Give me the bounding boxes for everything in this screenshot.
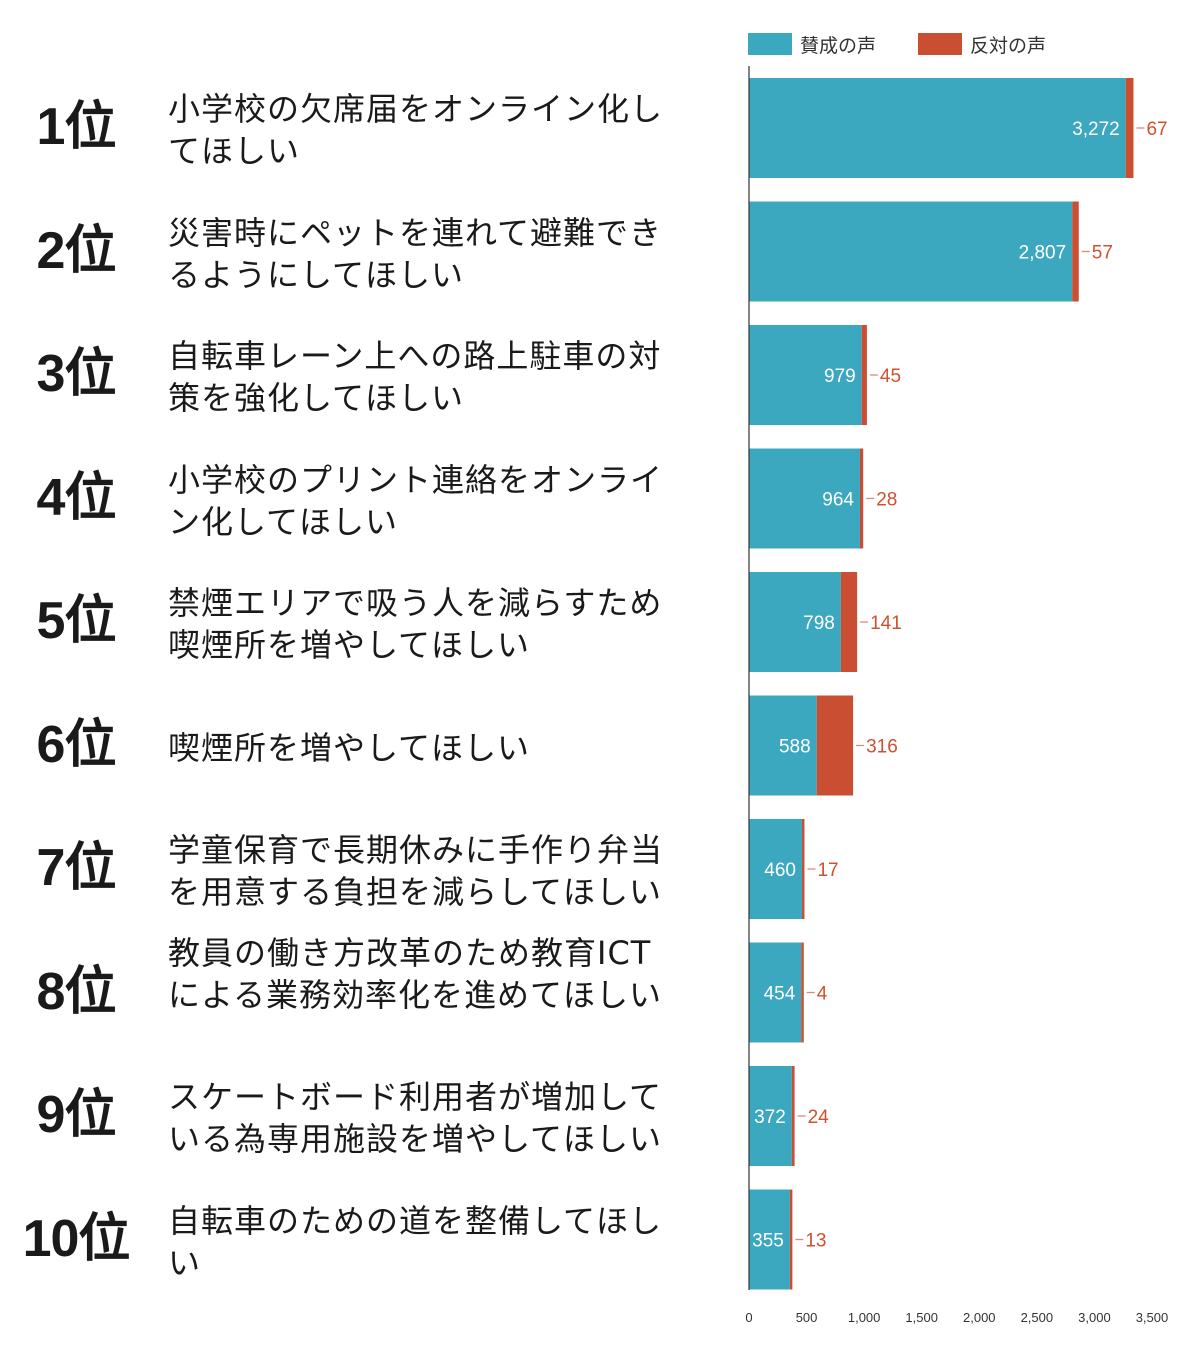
bar-for <box>749 1189 790 1290</box>
bar-for <box>749 695 817 796</box>
rank-label: 6位 <box>36 715 117 774</box>
x-tick-label: 2,500 <box>1021 1310 1054 1325</box>
value-label-for: 964 <box>822 490 854 511</box>
rank-label: 4位 <box>36 468 117 527</box>
value-label-against: 24 <box>808 1107 830 1128</box>
bar-against <box>1125 78 1134 178</box>
legend-against-label: 反対の声 <box>970 34 1047 57</box>
value-label-for: 798 <box>803 613 835 634</box>
bar-for <box>749 78 1126 178</box>
proposal-text: 小学校の欠席届をオンライン化してほしい <box>168 90 664 170</box>
value-label-for: 460 <box>764 860 796 881</box>
value-label-for: 2,807 <box>1019 243 1067 264</box>
proposal-text: 喫煙所を増やしてほしい <box>168 728 531 767</box>
bar-for <box>749 201 1073 302</box>
value-label-against: 316 <box>866 737 898 758</box>
value-label-for: 588 <box>779 737 811 758</box>
bar-against <box>840 572 858 672</box>
proposal-text: 学童保育で長期休みに手作り弁当を用意する負担を減らしてほしい <box>168 831 664 911</box>
value-label-for: 979 <box>824 366 856 387</box>
bar-against <box>861 325 867 425</box>
x-tick-label: 3,000 <box>1078 1310 1111 1325</box>
proposal-text: 教員の働き方改革のため教育ICTによる業務効率化を進めてほしい <box>168 933 663 1014</box>
bar-against <box>859 448 864 549</box>
bar-for <box>749 942 802 1043</box>
rank-label: 7位 <box>36 839 117 897</box>
value-label-against: 13 <box>805 1231 826 1252</box>
value-label-against: 4 <box>817 984 828 1005</box>
legend-against: 反対の声 <box>918 32 1047 57</box>
bar-for <box>749 325 862 425</box>
value-label-against: 67 <box>1146 119 1167 140</box>
rank-label: 3位 <box>36 345 117 403</box>
value-label-against: 57 <box>1092 243 1113 264</box>
bar-against <box>801 819 805 919</box>
value-label-for: 3,272 <box>1072 119 1120 140</box>
x-tick-label: 0 <box>745 1310 752 1325</box>
value-label-for: 372 <box>754 1107 786 1128</box>
x-tick-label: 3,500 <box>1136 1310 1169 1325</box>
rank-label: 9位 <box>36 1086 117 1144</box>
legend-for-label: 賛成の声 <box>800 34 877 57</box>
value-label-against: 28 <box>876 490 897 511</box>
bar-against <box>789 1189 793 1290</box>
x-tick-label: 1,000 <box>848 1310 881 1325</box>
legend-against-swatch <box>918 33 962 55</box>
bar-against <box>791 1066 795 1166</box>
bar-for <box>749 572 841 672</box>
rank-label: 10位 <box>22 1209 131 1268</box>
rank-label: 2位 <box>36 221 117 280</box>
proposal-text: 自転車レーン上への路上駐車の対策を強化してほしい <box>168 337 662 417</box>
rank-label: 8位 <box>36 962 117 1021</box>
proposal-text: 自転車のための道を整備してほしい <box>168 1201 663 1282</box>
rank-label: 1位 <box>36 98 117 156</box>
value-label-against: 141 <box>870 613 902 634</box>
x-tick-label: 1,500 <box>905 1310 938 1325</box>
value-label-for: 355 <box>752 1231 784 1252</box>
bar-for <box>749 819 802 919</box>
value-label-against: 17 <box>817 860 838 881</box>
proposal-text: 禁煙エリアで吸う人を減らすため喫煙所を増やしてほしい <box>168 584 663 664</box>
bar-for <box>749 1066 792 1166</box>
value-label-against: 45 <box>880 366 901 387</box>
x-tick-label: 500 <box>796 1310 818 1325</box>
proposal-text: 災害時にペットを連れて避難できるようにしてほしい <box>168 213 663 294</box>
bar-for <box>749 448 860 549</box>
value-label-for: 454 <box>764 984 796 1005</box>
x-tick-label: 2,000 <box>963 1310 996 1325</box>
legend-for: 賛成の声 <box>748 32 877 57</box>
legend-for-swatch <box>748 33 792 55</box>
proposal-text: 小学校のプリント連絡をオンライン化してほしい <box>168 460 664 541</box>
bar-against <box>1072 201 1079 302</box>
proposal-text: スケートボード利用者が増加している為専用施設を増やしてほしい <box>168 1078 663 1158</box>
rank-label: 5位 <box>36 592 117 650</box>
bar-against <box>801 942 804 1043</box>
bar-against <box>816 695 854 796</box>
